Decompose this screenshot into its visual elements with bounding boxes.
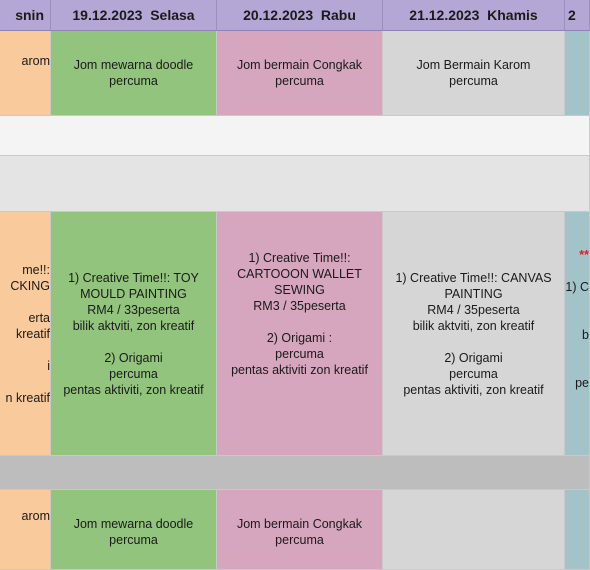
cell-r1-khamis[interactable]: Jom Bermain Karom percuma	[383, 31, 565, 116]
cell-r4-rabu[interactable]: 1) Creative Time!!: CARTOOON WALLET SEWI…	[217, 212, 383, 456]
cell-r6-khamis[interactable]	[383, 490, 565, 570]
cell-r6-isnin[interactable]: arom	[0, 490, 51, 570]
header-isnin[interactable]: snin	[0, 0, 51, 31]
cell-r1-rabu[interactable]: Jom bermain Congkak percuma	[217, 31, 383, 116]
header-rabu[interactable]: 20.12.2023 Rabu	[217, 0, 383, 31]
cell-r6-rabu[interactable]: Jom bermain Congkak percuma	[217, 490, 383, 570]
cell-r4-jumaat-text: 1) C b pe	[565, 280, 589, 390]
cell-r1-selasa[interactable]: Jom mewarna doodle percuma	[51, 31, 217, 116]
cell-r4-khamis[interactable]: 1) Creative Time!!: CANVAS PAINTING RM4 …	[383, 212, 565, 456]
cell-r4-jumaat[interactable]: ** 1) C b pe	[565, 212, 590, 456]
cell-r6-jumaat[interactable]	[565, 490, 590, 570]
cell-r4-isnin[interactable]: me!!: CKING erta kreatif i n kreatif	[0, 212, 51, 456]
cell-r6-selasa[interactable]: Jom mewarna doodle percuma	[51, 490, 217, 570]
header-jumaat[interactable]: 2	[565, 0, 590, 31]
row-3-blank[interactable]	[0, 156, 590, 212]
row-5-blank[interactable]	[0, 456, 590, 490]
cell-r1-isnin[interactable]: arom	[0, 31, 51, 116]
row-2-blank[interactable]	[0, 116, 590, 156]
cell-r1-jumaat[interactable]	[565, 31, 590, 116]
header-selasa[interactable]: 19.12.2023 Selasa	[51, 0, 217, 31]
cell-r4-selasa[interactable]: 1) Creative Time!!: TOY MOULD PAINTING R…	[51, 212, 217, 456]
red-asterisk-note: **	[579, 248, 589, 262]
header-khamis[interactable]: 21.12.2023 Khamis	[383, 0, 565, 31]
